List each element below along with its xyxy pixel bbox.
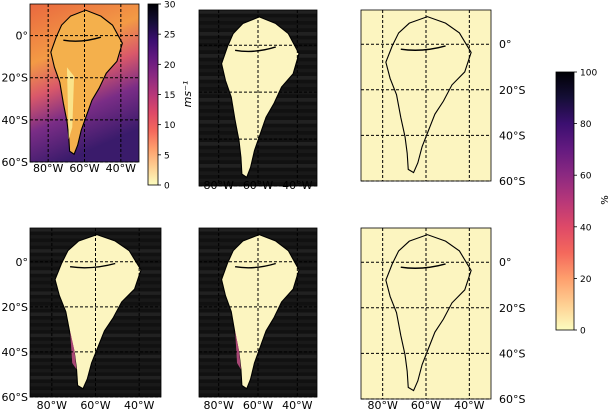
percent-colorbar-label: % — [600, 195, 610, 205]
map-bottom-middle: 80°W 60°W 40°W — [198, 227, 318, 412]
lon-tick-label: 80°W — [33, 162, 63, 175]
highlight-region — [235, 330, 241, 370]
colorbar-tick-label: 20 — [164, 61, 176, 71]
colorbar-tick-label: 80 — [580, 120, 592, 130]
map-top-right: 0° 20°S 40°S 60°S — [360, 9, 525, 188]
map-frame — [29, 227, 162, 398]
lon-tick-label: 80°W — [367, 399, 397, 412]
river-line — [235, 263, 276, 267]
low-wind-region — [66, 67, 75, 140]
lat-tick-label: 20°S — [2, 72, 28, 85]
wind-colorbar: 0 5 10 15 20 25 30 ms⁻¹ — [147, 1, 194, 192]
wind-colorbar-label: ms⁻¹ — [181, 81, 194, 108]
colorbar-tick-label: 30 — [164, 1, 176, 11]
lat-tick-label: 20°S — [2, 301, 28, 314]
data-stripe — [30, 354, 161, 359]
lon-tick-label: 60°W — [411, 399, 441, 412]
colorbar-tick-label: 10 — [164, 121, 176, 131]
map-frame — [198, 227, 318, 398]
lon-tick-label: 60°W — [243, 399, 273, 412]
lon-tick-label: 80°W — [37, 399, 67, 412]
data-stripe — [199, 375, 317, 380]
lon-tick-label: 80°W — [203, 399, 233, 412]
map-frame — [360, 9, 492, 182]
colorbar-tick-label: 25 — [164, 31, 175, 41]
colorbar-tick-label: 0 — [580, 327, 586, 337]
data-stripe — [30, 389, 161, 394]
map-frame — [198, 9, 318, 187]
river-line — [63, 37, 101, 41]
continent-outline — [386, 235, 471, 391]
lat-tick-label: 60°S — [499, 175, 525, 188]
data-stripe — [199, 171, 317, 175]
lon-tick-label: 40°W — [124, 399, 154, 412]
lon-tick-label: 80°W — [203, 179, 233, 192]
lon-tick-label: 40°W — [454, 399, 484, 412]
river-line — [235, 47, 276, 51]
colorbar-tick-label: 0 — [164, 182, 170, 192]
lat-tick-label: 0° — [499, 38, 512, 51]
lon-tick-label: 60°W — [243, 179, 273, 192]
colorbar-tick-label: 60 — [580, 172, 592, 182]
lon-tick-label: 40°W — [106, 162, 136, 175]
continent-outline — [222, 235, 299, 389]
lat-tick-label: 60°S — [2, 156, 28, 169]
map-bottom-right: 80°W 60°W 40°W 0° 20°S 40°S 60°S — [360, 227, 525, 412]
map-top-left: 80°W 60°W 40°W 0° 20°S 40°S 60°S — [2, 3, 140, 175]
map-frame — [360, 227, 492, 400]
lat-tick-label: 0° — [16, 256, 29, 269]
colorbar-tick-label: 5 — [164, 151, 170, 161]
river-line — [401, 264, 446, 268]
colorbar-tick-label: 15 — [164, 91, 175, 101]
lat-tick-label: 20°S — [499, 302, 525, 315]
lon-tick-label: 60°W — [80, 399, 110, 412]
lon-tick-label: 40°W — [282, 179, 312, 192]
lat-tick-label: 40°S — [499, 347, 525, 360]
data-stripe — [199, 156, 317, 161]
wind-colorbar-ramp — [147, 3, 159, 186]
lon-tick-label: 60°W — [69, 162, 99, 175]
data-stripe — [199, 389, 317, 394]
data-stripe — [199, 142, 317, 146]
lat-tick-label: 0° — [16, 30, 29, 43]
data-stripe — [30, 375, 161, 380]
lat-tick-label: 60°S — [499, 393, 525, 406]
data-stripe — [199, 354, 317, 359]
percent-colorbar: 0 20 40 60 80 100 % — [555, 69, 610, 337]
percent-colorbar-ramp — [555, 71, 575, 331]
river-line — [401, 46, 446, 50]
highlight-region — [70, 330, 77, 370]
map-frame — [29, 3, 140, 163]
colorbar-tick-label: 40 — [580, 223, 592, 233]
lat-tick-label: 40°S — [2, 114, 28, 127]
lat-tick-label: 40°S — [499, 129, 525, 142]
continent-outline — [222, 17, 299, 178]
map-top-middle: 80°W 60°W 40°W — [198, 9, 318, 192]
river-line — [70, 263, 115, 267]
colorbar-tick-label: 20 — [580, 275, 592, 285]
colorbar-tick-label: 100 — [580, 69, 597, 79]
lon-tick-label: 40°W — [282, 399, 312, 412]
lat-tick-label: 60°S — [2, 391, 28, 404]
lat-tick-label: 40°S — [2, 346, 28, 359]
lat-tick-label: 20°S — [499, 84, 525, 97]
map-bottom-left: 80°W 60°W 40°W 0° 20°S 40°S 60°S — [2, 227, 162, 412]
continent-outline — [55, 235, 141, 389]
continent-outline — [386, 17, 471, 173]
lat-tick-label: 0° — [499, 256, 512, 269]
